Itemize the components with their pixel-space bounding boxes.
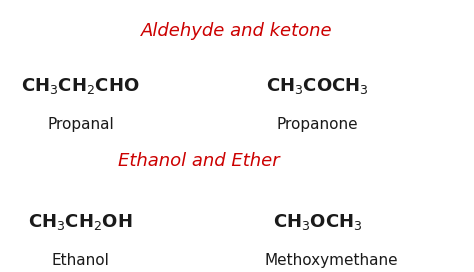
- Text: CH$_3$OCH$_3$: CH$_3$OCH$_3$: [273, 212, 363, 232]
- Text: Methoxymethane: Methoxymethane: [265, 253, 399, 268]
- Text: Propanone: Propanone: [277, 117, 358, 132]
- Text: Propanal: Propanal: [47, 117, 114, 132]
- Text: Ethanol: Ethanol: [52, 253, 109, 268]
- Text: Ethanol and Ether: Ethanol and Ether: [118, 152, 280, 170]
- Text: Aldehyde and ketone: Aldehyde and ketone: [141, 22, 333, 40]
- Text: CH$_3$CH$_2$OH: CH$_3$CH$_2$OH: [28, 212, 133, 232]
- Text: CH$_3$COCH$_3$: CH$_3$COCH$_3$: [266, 76, 369, 96]
- Text: CH$_3$CH$_2$CHO: CH$_3$CH$_2$CHO: [21, 76, 140, 96]
